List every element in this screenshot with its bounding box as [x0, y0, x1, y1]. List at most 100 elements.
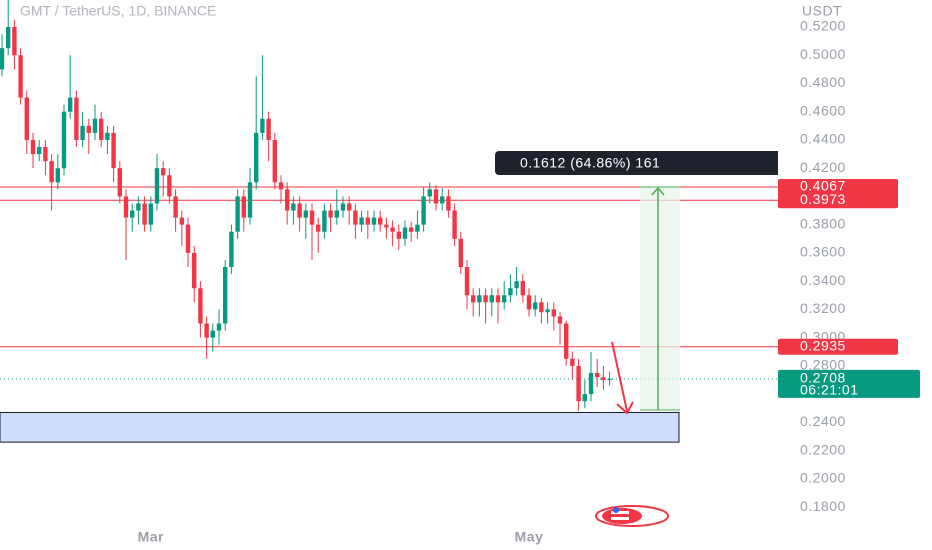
candle-body — [576, 365, 581, 402]
arrow-head — [616, 401, 634, 415]
candle-body — [210, 330, 215, 338]
candle-body — [18, 55, 23, 98]
candle-body — [582, 394, 587, 402]
candle-body — [185, 224, 191, 253]
candle-body — [154, 168, 160, 204]
y-tick-label: 0.2400 — [800, 413, 846, 429]
level-label: 0.2935 — [800, 338, 846, 354]
last-price-label: 0.2708 — [800, 370, 846, 386]
candle-body — [340, 203, 346, 211]
y-tick-label: 0.4400 — [800, 131, 846, 147]
y-tick-label: 0.3800 — [800, 215, 846, 231]
candle-body — [285, 189, 290, 211]
y-tick-label: 0.4800 — [800, 74, 846, 90]
candle-body — [520, 281, 525, 296]
level-label-box — [778, 178, 898, 195]
candle-body — [272, 139, 277, 183]
y-tick-label: 0.4200 — [800, 159, 846, 175]
level-label: 0.4067 — [800, 178, 846, 194]
candle-body — [471, 295, 476, 303]
measure-label: 0.1612 (64.86%) 161 — [520, 155, 660, 171]
candle-body — [371, 217, 377, 225]
candle-body — [433, 189, 439, 204]
candle-body — [247, 182, 253, 218]
candle-body — [148, 203, 153, 225]
candle-body — [595, 372, 600, 378]
candle-body — [328, 210, 333, 218]
level-label-box — [778, 192, 898, 209]
candle-body — [123, 196, 129, 218]
candle-body — [229, 231, 234, 268]
candle-body — [266, 118, 271, 140]
candle-body — [216, 323, 222, 331]
candle-body — [359, 217, 364, 225]
candle-body — [551, 309, 556, 317]
candle-body — [378, 217, 383, 225]
candle-body — [303, 210, 308, 218]
candle-body — [309, 210, 315, 225]
candle-body — [142, 203, 147, 225]
candle-body — [204, 323, 209, 338]
candle-body — [316, 224, 321, 232]
plot-area: 0.1612 (64.86%) 161 — [0, 0, 778, 443]
candle-body — [167, 175, 172, 197]
level-label: 0.3973 — [800, 191, 846, 207]
candle-body — [402, 227, 408, 239]
candle-body — [365, 217, 370, 225]
measure-band — [640, 186, 680, 410]
y-tick-label: 0.3600 — [800, 244, 846, 260]
candle-body — [99, 118, 104, 140]
candle-body — [607, 378, 612, 380]
support-zone — [0, 411, 680, 443]
candle-body — [533, 302, 538, 310]
candle-body — [49, 161, 54, 183]
measure-arrow-head — [651, 186, 665, 196]
candle-body — [353, 210, 358, 225]
candle-body — [601, 377, 606, 380]
candle-body — [173, 196, 178, 218]
candle-body — [464, 267, 470, 296]
y-tick-label: 0.4600 — [800, 102, 846, 118]
candle-body — [446, 196, 451, 211]
candle-body — [588, 372, 594, 395]
candle-body — [458, 238, 463, 268]
candle-body — [483, 295, 488, 303]
measure-box — [495, 151, 778, 175]
candle-body — [297, 203, 302, 218]
candle-body — [570, 358, 575, 366]
logo — [595, 505, 669, 527]
y-tick-label: 0.5000 — [800, 46, 846, 62]
last-price-box — [778, 369, 920, 398]
candle-body — [452, 210, 457, 239]
candle-body — [545, 309, 550, 313]
candle-body — [477, 295, 482, 303]
candle-body — [409, 227, 414, 232]
candle-body — [179, 217, 184, 225]
candle-body — [396, 231, 401, 239]
y-tick-label: 0.2200 — [800, 441, 846, 457]
candle-body — [55, 168, 60, 183]
candle-body — [111, 132, 116, 169]
y-tick-label: 0.2000 — [800, 470, 846, 486]
candle-body — [161, 168, 166, 176]
candle-body — [421, 196, 426, 225]
chart-title: GMT / TetherUS, 1D, BINANCE — [20, 3, 216, 19]
candle-body — [30, 139, 36, 155]
candle-body — [223, 267, 228, 324]
price-axis: 0.5200 0.5000 0.4800 0.4600 0.4400 0.4200 0.38… — [778, 18, 846, 514]
candle-body — [384, 224, 389, 228]
candle-body — [105, 132, 110, 140]
candle-body — [347, 203, 352, 211]
candle-body — [130, 210, 135, 218]
axis-unit: USDT — [802, 3, 842, 19]
candle-body — [80, 125, 85, 140]
countdown-label: 06:21:01 — [800, 382, 859, 398]
candle-body — [61, 111, 67, 169]
candle-body — [427, 189, 432, 197]
y-tick-label: 0.3200 — [800, 300, 846, 316]
arrow-line — [611, 341, 628, 412]
candle-body — [136, 203, 141, 211]
candle-body — [92, 118, 98, 133]
